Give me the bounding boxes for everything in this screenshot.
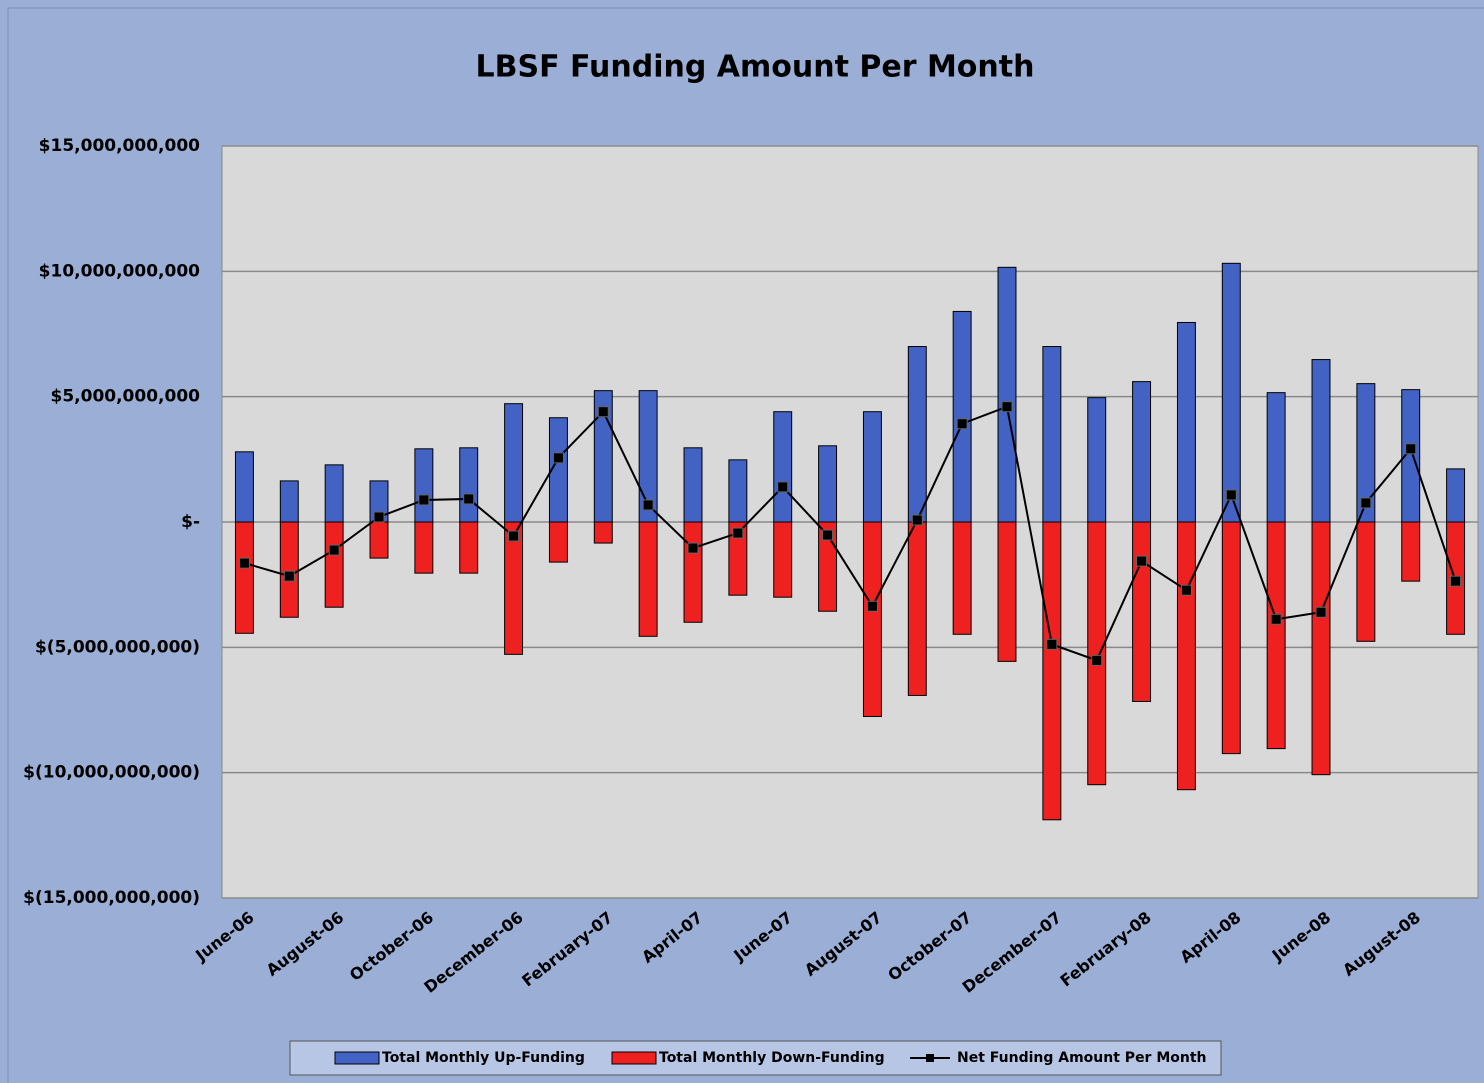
net-line	[244, 405, 1457, 662]
bar	[728, 521, 748, 596]
bar	[1311, 521, 1331, 776]
bar	[1087, 397, 1107, 523]
net-marker	[1360, 497, 1372, 509]
bar	[952, 310, 972, 523]
net-marker	[238, 557, 250, 569]
bar	[1132, 521, 1152, 702]
net-marker	[1315, 606, 1327, 618]
y-tick-label: $(10,000,000,000)	[23, 763, 200, 783]
bar	[459, 521, 479, 574]
net-marker	[1046, 638, 1058, 650]
net-marker	[597, 406, 609, 418]
bar	[862, 411, 882, 523]
y-tick-label: $(15,000,000,000)	[23, 888, 200, 908]
bar	[773, 411, 793, 523]
net-marker	[1405, 443, 1417, 455]
bar	[1132, 381, 1152, 523]
bar	[1401, 521, 1421, 582]
net-marker	[1091, 654, 1103, 666]
legend-label: Net Funding Amount Per Month	[957, 1050, 1207, 1066]
net-marker	[552, 452, 564, 464]
net-marker	[283, 570, 295, 582]
bar	[638, 521, 658, 637]
net-marker	[956, 418, 968, 430]
bar	[369, 521, 389, 559]
y-tick-label: $15,000,000,000	[39, 136, 200, 156]
bar	[1176, 321, 1196, 523]
net-marker	[687, 542, 699, 554]
bar	[1311, 359, 1331, 523]
net-marker	[1180, 584, 1192, 596]
bar	[683, 521, 703, 623]
legend-symbol	[926, 1054, 934, 1062]
net-marker	[1270, 613, 1282, 625]
net-marker	[373, 511, 385, 523]
bar	[1221, 262, 1241, 523]
bar	[234, 521, 254, 634]
bar	[324, 464, 344, 523]
net-marker	[866, 600, 878, 612]
bar	[593, 521, 613, 544]
legend-swatch	[334, 1051, 380, 1065]
net-marker	[463, 493, 475, 505]
bar	[504, 403, 524, 523]
y-tick-label: $(5,000,000,000)	[35, 637, 200, 657]
bar	[1356, 521, 1376, 642]
bar	[1266, 392, 1286, 523]
y-tick-label: $10,000,000,000	[39, 261, 200, 281]
bar	[504, 521, 524, 655]
net-marker	[732, 527, 744, 539]
bar	[1176, 521, 1196, 791]
legend-label: Total Monthly Down-Funding	[659, 1050, 885, 1066]
net-marker	[1136, 555, 1148, 567]
bar	[1266, 521, 1286, 750]
bar	[818, 521, 838, 612]
bar	[459, 447, 479, 523]
net-marker	[1225, 489, 1237, 501]
legend-label: Total Monthly Up-Funding	[382, 1050, 585, 1066]
bar	[997, 521, 1017, 662]
net-marker	[328, 544, 340, 556]
bar	[414, 448, 434, 523]
bar	[773, 521, 793, 598]
bar	[548, 521, 568, 563]
y-tick-label: $-	[181, 512, 200, 532]
net-marker	[911, 514, 923, 526]
net-marker	[1001, 401, 1013, 413]
net-marker	[642, 499, 654, 511]
bar	[1221, 521, 1241, 755]
bar	[952, 521, 972, 635]
net-marker	[777, 481, 789, 493]
bar	[279, 521, 299, 618]
bar	[997, 266, 1017, 523]
net-marker	[822, 529, 834, 541]
bar	[234, 451, 254, 523]
bar	[1042, 346, 1062, 523]
bar	[818, 445, 838, 523]
bar	[1042, 521, 1062, 821]
bar	[414, 521, 434, 574]
bar	[279, 480, 299, 523]
bar	[683, 447, 703, 523]
bar	[907, 521, 927, 696]
net-marker	[508, 530, 520, 542]
legend-swatch	[611, 1051, 657, 1065]
bar	[862, 521, 882, 718]
net-marker	[418, 494, 430, 506]
net-marker	[1450, 575, 1462, 587]
chart-title: LBSF Funding Amount Per Month	[476, 50, 1035, 85]
bar	[1446, 468, 1466, 523]
bar	[728, 459, 748, 523]
bar	[1087, 521, 1107, 786]
legend	[289, 1040, 1222, 1076]
y-tick-label: $5,000,000,000	[51, 387, 201, 407]
bar	[324, 521, 344, 608]
bar	[907, 346, 927, 523]
